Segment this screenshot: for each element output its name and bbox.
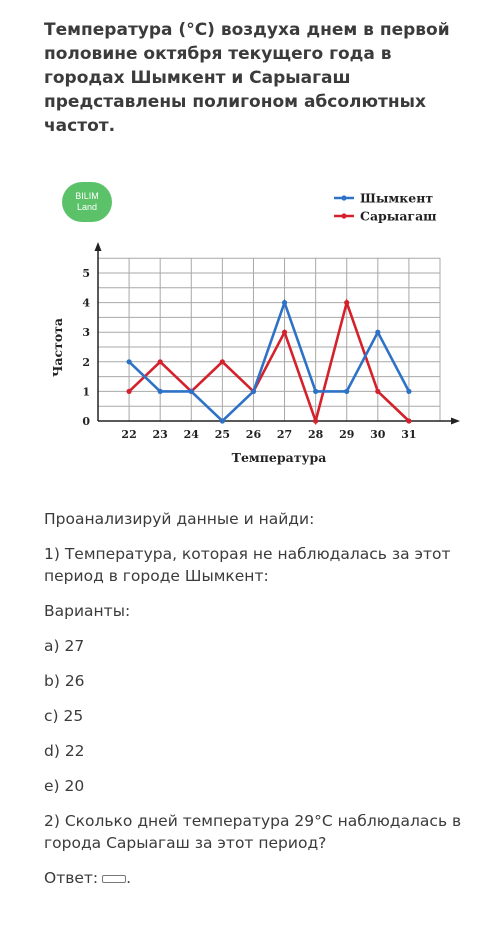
data-point-saryagash	[281, 329, 288, 335]
legend-marker-shymkent	[341, 195, 347, 201]
data-point-shymkent	[188, 388, 194, 394]
x-tick-label: 24	[184, 428, 200, 441]
instructions-text: Проанализируй данные и найди:	[44, 510, 315, 528]
answer-row: Ответ:.	[44, 867, 464, 889]
x-tick-label: 29	[339, 428, 354, 441]
task-body: Проанализируй данные и найди: 1) Темпера…	[44, 508, 464, 902]
x-tick-label: 31	[401, 428, 416, 441]
y-tick-label: 3	[82, 326, 90, 339]
data-point-saryagash	[344, 300, 350, 306]
data-point-saryagash	[219, 359, 225, 365]
option-e[interactable]: e) 20	[44, 777, 85, 795]
x-tick-label: 26	[246, 428, 262, 441]
data-point-shymkent	[406, 388, 412, 394]
data-point-shymkent	[157, 388, 163, 394]
y-tick-label: 1	[82, 385, 90, 398]
x-tick-label: 30	[370, 428, 386, 441]
answer-end: .	[126, 869, 132, 887]
y-axis-label: Частота	[50, 318, 65, 377]
y-tick-label: 2	[82, 356, 90, 369]
frequency-polygon-chart: BILIM Land 0 1 2 3 4 5 22 23 24 25 26 27 28 29 30 31 Тем…	[40, 170, 460, 470]
legend-label-shymkent: Шымкент	[360, 191, 433, 206]
data-point-saryagash	[375, 388, 381, 394]
data-point-shymkent	[344, 388, 350, 394]
data-point-saryagash	[157, 359, 163, 365]
bilim-land-logo: BILIM Land	[62, 182, 112, 222]
logo-line-1: BILIM	[75, 191, 99, 201]
x-axis-label: Температура	[232, 450, 327, 465]
data-point-shymkent	[375, 329, 381, 335]
y-tick-label: 0	[82, 415, 90, 428]
answer-input-box[interactable]	[102, 874, 127, 883]
question-title: Температура (°C) воздуха днем в первой п…	[44, 20, 450, 136]
x-tick-label: 22	[121, 428, 136, 441]
data-point-shymkent	[281, 300, 288, 306]
option-b[interactable]: b) 26	[44, 672, 85, 690]
data-point-shymkent	[250, 388, 257, 394]
data-point-shymkent	[219, 418, 225, 424]
series-line-shymkent	[128, 298, 411, 423]
x-tick-label: 25	[215, 428, 230, 441]
logo-line-2: Land	[76, 202, 98, 212]
question-1-text: 1) Температура, которая не наблюдалась з…	[44, 545, 451, 585]
option-d[interactable]: d) 22	[44, 742, 85, 760]
legend-marker-saryagash	[341, 213, 347, 219]
data-point-saryagash	[313, 418, 319, 424]
options-label: Варианты:	[44, 602, 131, 620]
answer-label: Ответ:	[44, 869, 99, 887]
x-axis-arrow	[451, 417, 460, 425]
x-tick-label: 27	[277, 428, 292, 441]
series-line-saryagash	[128, 298, 410, 426]
y-axis-arrow	[94, 242, 102, 251]
data-point-shymkent	[126, 359, 132, 365]
data-point-saryagash	[126, 388, 132, 394]
option-c[interactable]: c) 25	[44, 707, 84, 725]
y-tick-label: 4	[82, 297, 90, 310]
y-tick-label: 5	[82, 267, 90, 280]
question-2-text: 2) Сколько дней температура 29°C наблюда…	[44, 812, 462, 852]
option-a[interactable]: a) 27	[44, 637, 85, 655]
data-point-shymkent	[313, 388, 319, 394]
x-tick-label: 28	[308, 428, 324, 441]
data-point-saryagash	[406, 418, 412, 424]
x-tick-label: 23	[153, 428, 168, 441]
legend-label-saryagash: Сарыагаш	[360, 209, 437, 224]
